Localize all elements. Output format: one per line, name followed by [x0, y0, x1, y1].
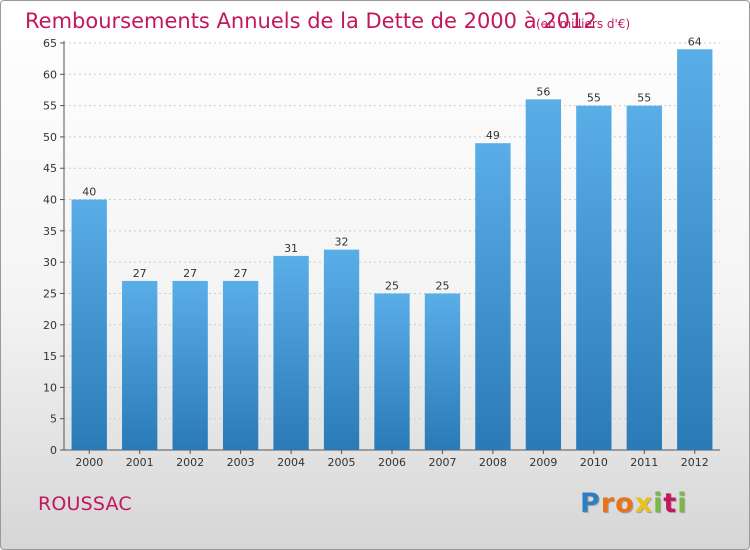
logo-letter: t — [663, 488, 678, 519]
x-tick-label-2008: 2008 — [479, 456, 507, 469]
x-tick-label-2003: 2003 — [227, 456, 255, 469]
bar-2011 — [626, 105, 662, 450]
bar-2007 — [424, 293, 461, 450]
proxiti-logo[interactable]: Proxiti — [580, 488, 688, 519]
data-label-2011: 55 — [637, 92, 651, 105]
chart-title: Remboursements Annuels de la Dette de 20… — [25, 9, 597, 33]
y-tick-label: 65 — [43, 37, 57, 50]
logo-letter: i — [653, 488, 664, 519]
data-label-2009: 56 — [536, 85, 550, 98]
y-tick-label: 50 — [43, 131, 57, 144]
data-label-2007: 25 — [435, 279, 449, 292]
bar-2005 — [323, 249, 360, 450]
y-tick-label: 10 — [43, 381, 57, 394]
data-label-2002: 27 — [183, 267, 197, 280]
y-tick-label: 35 — [43, 225, 57, 238]
x-tick-label-2009: 2009 — [529, 456, 557, 469]
y-tick-label: 40 — [43, 194, 57, 207]
y-tick-label: 15 — [43, 350, 57, 363]
y-tick-label: 55 — [43, 100, 57, 113]
bar-2008 — [475, 143, 511, 450]
chart-subtitle: (en milliers d'€) — [536, 17, 630, 31]
bar-2001 — [122, 280, 158, 450]
y-tick-label: 25 — [43, 287, 57, 300]
data-label-2001: 27 — [133, 267, 147, 280]
data-labels: 40 27 27 27 31 32 25 25 49 56 55 55 64 — [82, 35, 702, 292]
y-tick-label: 60 — [43, 68, 57, 81]
bars — [71, 49, 713, 451]
x-tick-label-2000: 2000 — [75, 456, 103, 469]
bar-2003 — [222, 280, 259, 450]
y-tick-label: 30 — [43, 256, 57, 269]
x-tick-label-2011: 2011 — [630, 456, 658, 469]
y-tick-label: 5 — [50, 413, 57, 426]
x-tick-label-2007: 2007 — [428, 456, 456, 469]
bar-2012 — [677, 49, 713, 451]
logo-letter: x — [634, 488, 654, 519]
x-tick-label-2004: 2004 — [277, 456, 305, 469]
x-tick-label-2005: 2005 — [328, 456, 356, 469]
data-label-2004: 31 — [284, 242, 298, 255]
y-tick-label: 20 — [43, 319, 57, 332]
bar-2009 — [525, 99, 562, 450]
bar-2010 — [576, 105, 612, 450]
data-label-2006: 25 — [385, 279, 399, 292]
logo-letter: o — [615, 488, 635, 519]
y-tick-labels: 0 5 10 15 20 25 30 35 40 45 50 55 60 65 — [43, 37, 57, 457]
commune-name: ROUSSAC — [38, 493, 132, 515]
x-tick-labels: 2000 2001 2002 2003 2004 2005 2006 2007 2008 2009… — [75, 450, 709, 469]
x-tick-label-2002: 2002 — [176, 456, 204, 469]
data-label-2008: 49 — [486, 129, 500, 142]
x-tick-label-2010: 2010 — [580, 456, 608, 469]
bar-2002 — [172, 280, 208, 450]
bar-2004 — [273, 255, 309, 450]
data-label-2012: 64 — [688, 35, 702, 48]
data-label-2005: 32 — [335, 236, 349, 249]
logo-letter: i — [677, 488, 688, 519]
logo-letter: P — [580, 488, 601, 519]
bar-2000 — [71, 199, 107, 450]
data-label-2010: 55 — [587, 92, 601, 105]
x-tick-label-2006: 2006 — [378, 456, 406, 469]
bar-2006 — [374, 293, 410, 450]
x-tick-label-2001: 2001 — [126, 456, 154, 469]
data-label-2000: 40 — [82, 186, 96, 199]
y-tick-label: 0 — [50, 444, 57, 457]
y-tick-label: 45 — [43, 162, 57, 175]
x-tick-label-2012: 2012 — [681, 456, 709, 469]
data-label-2003: 27 — [234, 267, 248, 280]
logo-letter: r — [600, 488, 616, 519]
